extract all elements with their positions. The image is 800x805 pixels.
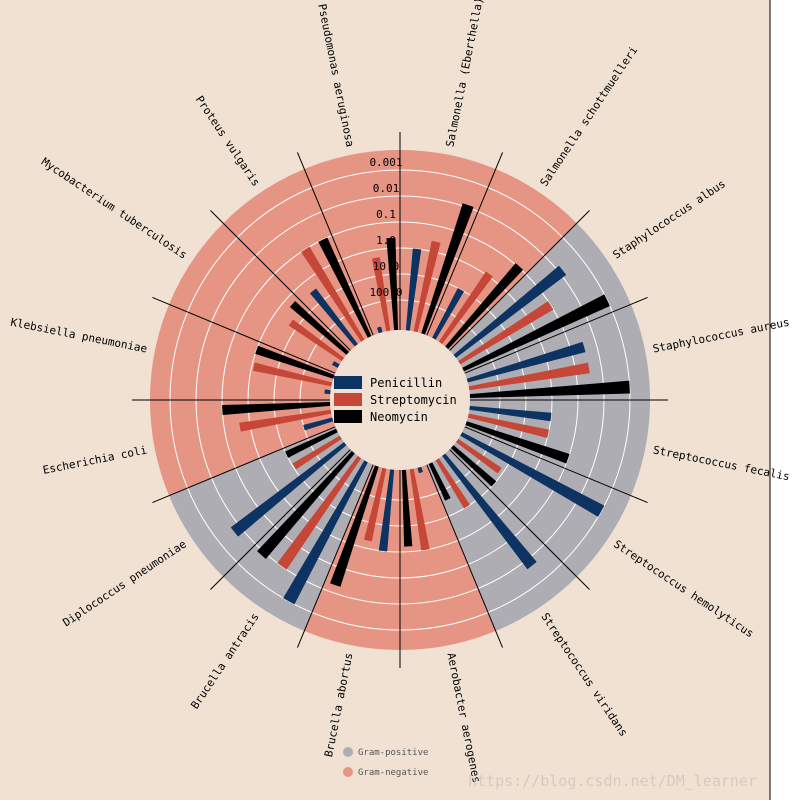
bar-streptomycin (277, 455, 362, 570)
bar-penicillin (378, 469, 395, 552)
ring-tick-labels: 0.001 0.01 0.1 1.0 10.0 100.0 (369, 156, 402, 299)
bar-penicillin (432, 288, 465, 340)
bar-streptomycin (438, 271, 493, 345)
gram-legend: Gram-positive Gram-negative (343, 747, 428, 778)
bar-penicillin (283, 460, 368, 605)
legend-dot-gram-positive (343, 747, 353, 757)
bar-neomycin (222, 401, 331, 415)
sector-divider (464, 296, 648, 374)
bar-neomycin (318, 237, 372, 338)
sector-divider (210, 449, 351, 590)
bar-penicillin (303, 417, 334, 431)
legend-label-streptomycin: Streptomycin (370, 393, 457, 407)
bar-penicillin (460, 432, 605, 517)
legend-label-penicillin: Penicillin (370, 376, 442, 390)
bar-neomycin (421, 203, 474, 335)
bar-neomycin (465, 421, 570, 464)
sector-divider (426, 464, 504, 648)
legend-label-neomycin: Neomycin (370, 410, 428, 424)
sector-divider (296, 464, 374, 648)
sector-divider (426, 152, 504, 336)
ring-tick-label: 0.01 (373, 182, 400, 195)
bar-streptomycin (468, 362, 590, 391)
bar-neomycin (255, 345, 335, 379)
sector-divider (296, 152, 374, 336)
gram-sector (223, 169, 374, 351)
bar-streptomycin (467, 413, 550, 438)
gram-sector (150, 400, 336, 496)
bar-penicillin (405, 248, 422, 331)
legend-label-gram-positive: Gram-positive (358, 748, 428, 758)
divider-layer (132, 132, 668, 668)
bar-penicillin (442, 453, 537, 570)
bar-neomycin (469, 380, 630, 399)
bar-neomycin (428, 462, 451, 501)
gram-sector (449, 223, 631, 374)
sector-divider (210, 210, 351, 351)
ring-tick-label: 100.0 (369, 286, 402, 299)
sector-divider (464, 426, 648, 504)
bar-streptomycin (292, 435, 342, 470)
bar-penicillin (466, 341, 586, 383)
bar-penicillin (230, 442, 347, 537)
bar-neomycin (401, 469, 413, 547)
bar-streptomycin (301, 246, 365, 342)
watermark: https://blog.csdn.net/DM_learner (468, 772, 757, 790)
legend-swatch-streptomycin (334, 393, 362, 406)
bar-penicillin (376, 326, 383, 334)
bar-neomycin (330, 465, 379, 587)
sector-divider (449, 210, 590, 351)
bar-streptomycin (435, 458, 471, 509)
bar-streptomycin (413, 240, 441, 333)
legend-swatch-penicillin (334, 376, 362, 389)
bar-neomycin (462, 294, 610, 372)
ring-tick-label: 0.001 (369, 156, 402, 169)
antibiotic-legend: Penicillin Streptomycin Neomycin (334, 376, 457, 424)
bar-neomycin (284, 428, 338, 458)
bar-neomycin (386, 237, 399, 331)
bar-penicillin (324, 389, 331, 395)
bar-streptomycin (455, 438, 502, 474)
sector-divider (152, 296, 336, 374)
gram-sector (426, 449, 577, 631)
bar-neomycin (257, 450, 355, 559)
ring-tick-label: 10.0 (373, 260, 400, 273)
bar-streptomycin (409, 468, 430, 551)
ring-tick-label: 0.1 (376, 208, 396, 221)
bar-penicillin (332, 361, 340, 368)
ring-tick-label: 1.0 (376, 234, 396, 247)
bar-neomycin (289, 300, 350, 355)
bar-streptomycin (288, 319, 345, 362)
bar-neomycin (450, 445, 497, 487)
bar-penicillin (309, 288, 358, 347)
bar-neomycin (445, 263, 524, 350)
bar-streptomycin (363, 467, 387, 542)
bar-streptomycin (239, 409, 332, 432)
bar-streptomycin (458, 301, 554, 365)
bar-streptomycin (371, 257, 391, 332)
center-hole (330, 330, 470, 470)
bar-streptomycin (252, 362, 333, 387)
legend-dot-gram-negative (343, 767, 353, 777)
sector-divider (152, 426, 336, 504)
legend-swatch-neomycin (334, 410, 362, 423)
gram-sector (304, 150, 400, 336)
sector-divider (449, 449, 590, 590)
bar-layer (222, 203, 630, 605)
legend-label-gram-negative: Gram-negative (358, 768, 428, 778)
gram-sector (169, 426, 351, 577)
gram-sector (400, 464, 496, 650)
bar-penicillin (453, 265, 567, 358)
bar-penicillin (417, 466, 423, 474)
bar-penicillin (469, 405, 552, 422)
